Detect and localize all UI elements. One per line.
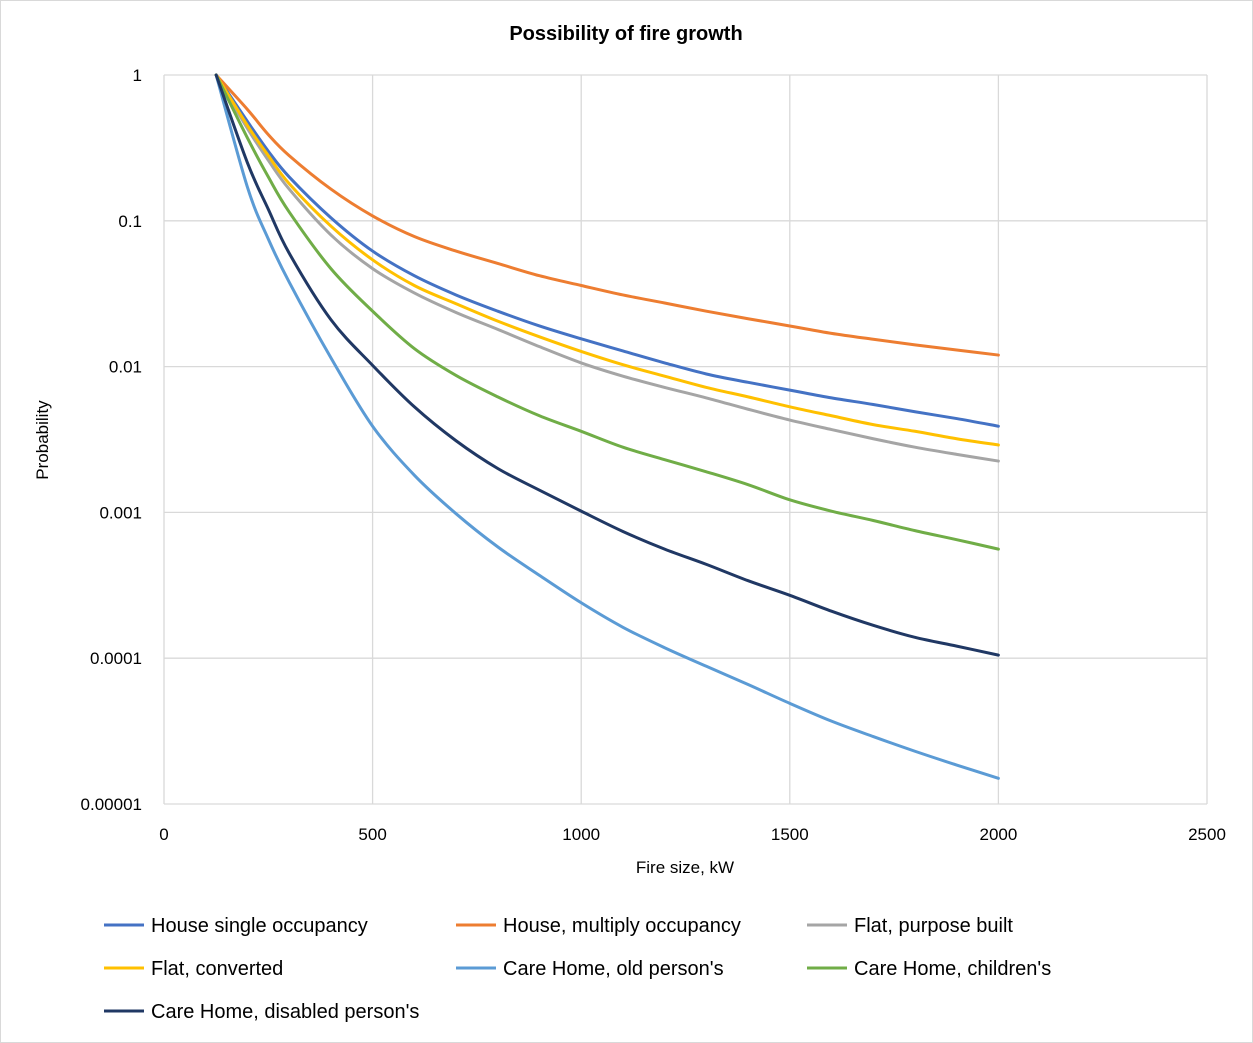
legend-label: Care Home, disabled person's [151,1001,419,1023]
y-tick-label: 0.001 [99,503,142,522]
legend-label: House, multiply occupancy [503,915,741,937]
grid [163,74,1208,805]
series-line-3 [214,73,1000,463]
y-axis-label: Probability [33,400,52,480]
series-line-5 [214,73,1000,780]
x-tick-label: 1500 [771,825,809,844]
series-line-2 [214,73,1000,357]
series-layer [214,73,1000,780]
y-tick-label: 1 [133,66,142,85]
y-tick-label: 0.00001 [81,795,142,814]
series-line-4 [214,73,1000,447]
chart-title: Possibility of fire growth [509,23,742,45]
x-tick-label: 500 [358,825,386,844]
legend: House single occupancy House, multiply oc… [104,915,1051,1023]
x-axis-label: Fire size, kW [636,858,734,877]
y-tick-label: 0.0001 [90,649,142,668]
legend-label: House single occupancy [151,915,368,937]
series-line-6 [214,73,1000,551]
series-line-7 [214,73,1000,657]
legend-label: Care Home, old person's [503,958,724,980]
y-tick-label: 0.01 [109,358,142,377]
x-tick-label: 1000 [562,825,600,844]
x-tick-label: 2000 [979,825,1017,844]
x-tick-label: 2500 [1188,825,1226,844]
legend-label: Flat, purpose built [854,915,1013,937]
legend-label: Care Home, children's [854,958,1051,980]
series-line-1 [214,73,1000,428]
axis-ticks: 0 500 1000 1500 2000 2500 1 0.1 0.01 0.001 0.0001 0… [81,66,1226,844]
legend-label: Flat, converted [151,958,283,980]
x-tick-label: 0 [159,825,168,844]
y-tick-label: 0.1 [118,212,142,231]
